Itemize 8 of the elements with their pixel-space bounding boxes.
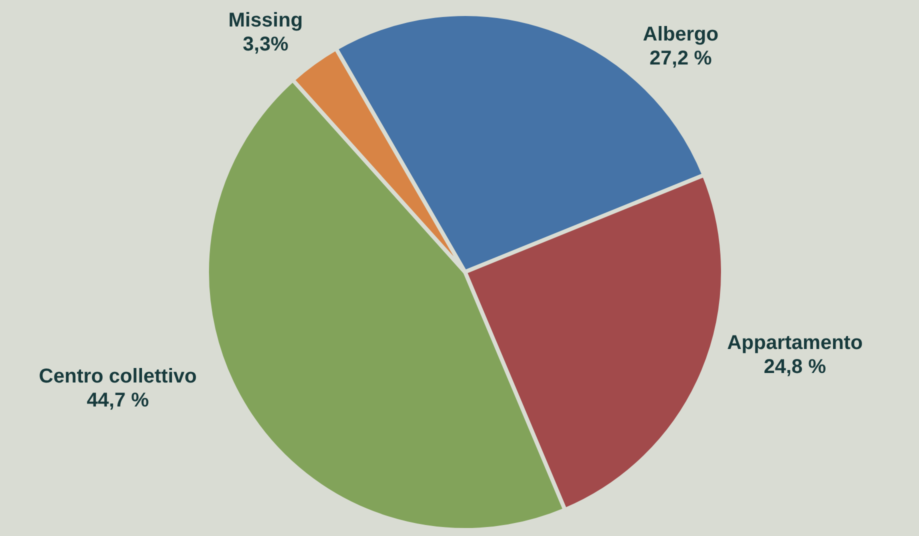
data-label: 24,8 % [764, 356, 826, 378]
data-label: 44,7 % [86, 390, 150, 412]
slice-label: Centro collettivo [38, 366, 197, 388]
data-label: 3,3% [242, 34, 289, 56]
slice-label: Appartamento [727, 332, 863, 354]
slice-label: Albergo [642, 24, 718, 46]
slice-label: Missing [228, 10, 303, 32]
data-label: 27,2 % [650, 48, 712, 70]
